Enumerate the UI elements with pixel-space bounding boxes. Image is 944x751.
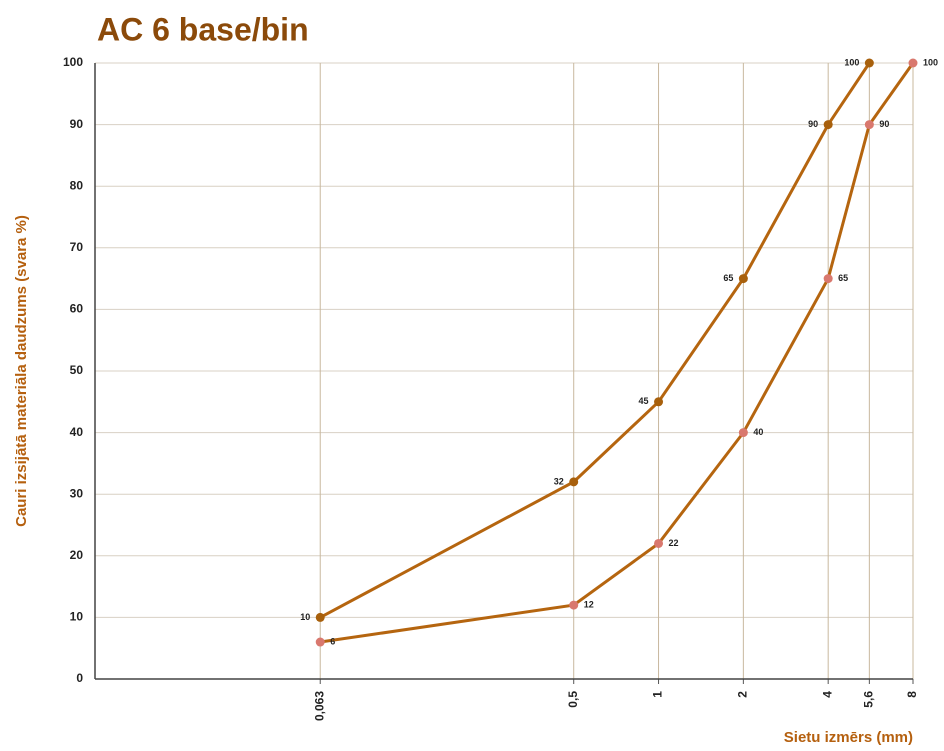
data-label: 22: [669, 538, 679, 548]
data-point: [823, 274, 833, 284]
series-line: [319, 62, 871, 619]
y-tick-label: 40: [70, 425, 84, 439]
data-label: 32: [554, 476, 564, 486]
data-label: 100: [844, 57, 859, 67]
data-point: [738, 428, 748, 438]
series-line: [320, 62, 915, 644]
data-label: 12: [584, 599, 594, 609]
y-tick-label: 60: [70, 302, 84, 316]
x-tick-label: 8: [905, 691, 919, 698]
data-label: 10: [300, 612, 310, 622]
data-point: [654, 397, 664, 407]
chart-title: AC 6 base/bin: [97, 11, 309, 47]
x-tick-label: 2: [736, 691, 750, 698]
y-tick-label: 0: [76, 671, 83, 685]
y-tick-label: 30: [70, 486, 84, 500]
data-point: [315, 637, 325, 647]
data-point: [908, 58, 918, 68]
data-label: 40: [753, 427, 763, 437]
data-point: [864, 58, 874, 68]
x-tick-label: 1: [651, 691, 665, 698]
y-tick-label: 70: [70, 240, 84, 254]
x-tick-label: 4: [820, 691, 834, 698]
x-tick-label: 0,063: [312, 691, 326, 721]
y-tick-label: 90: [70, 117, 84, 131]
x-tick-label: 0,5: [566, 691, 580, 708]
y-tick-label: 50: [70, 363, 84, 377]
data-label: 100: [923, 57, 938, 67]
data-label: 65: [838, 273, 848, 283]
data-label: 90: [808, 119, 818, 129]
data-label: 65: [723, 273, 733, 283]
y-tick-label: 80: [70, 178, 84, 192]
data-point: [569, 600, 579, 610]
data-point: [864, 120, 874, 130]
data-point: [823, 120, 833, 130]
data-point: [738, 274, 748, 284]
x-axis-label: Sietu izmērs (mm): [784, 729, 913, 746]
y-axis-label: Cauri izsijātā materiāla daudzums (svara…: [13, 215, 30, 527]
data-label: 6: [330, 636, 335, 646]
data-label: 90: [879, 119, 889, 129]
data-point: [569, 477, 579, 487]
data-point: [315, 612, 325, 622]
y-tick-label: 100: [63, 55, 83, 69]
data-label: 45: [639, 396, 649, 406]
y-tick-label: 20: [70, 548, 84, 562]
x-tick-label: 5,6: [862, 691, 876, 708]
data-point: [654, 538, 664, 548]
y-tick-label: 10: [70, 610, 84, 624]
